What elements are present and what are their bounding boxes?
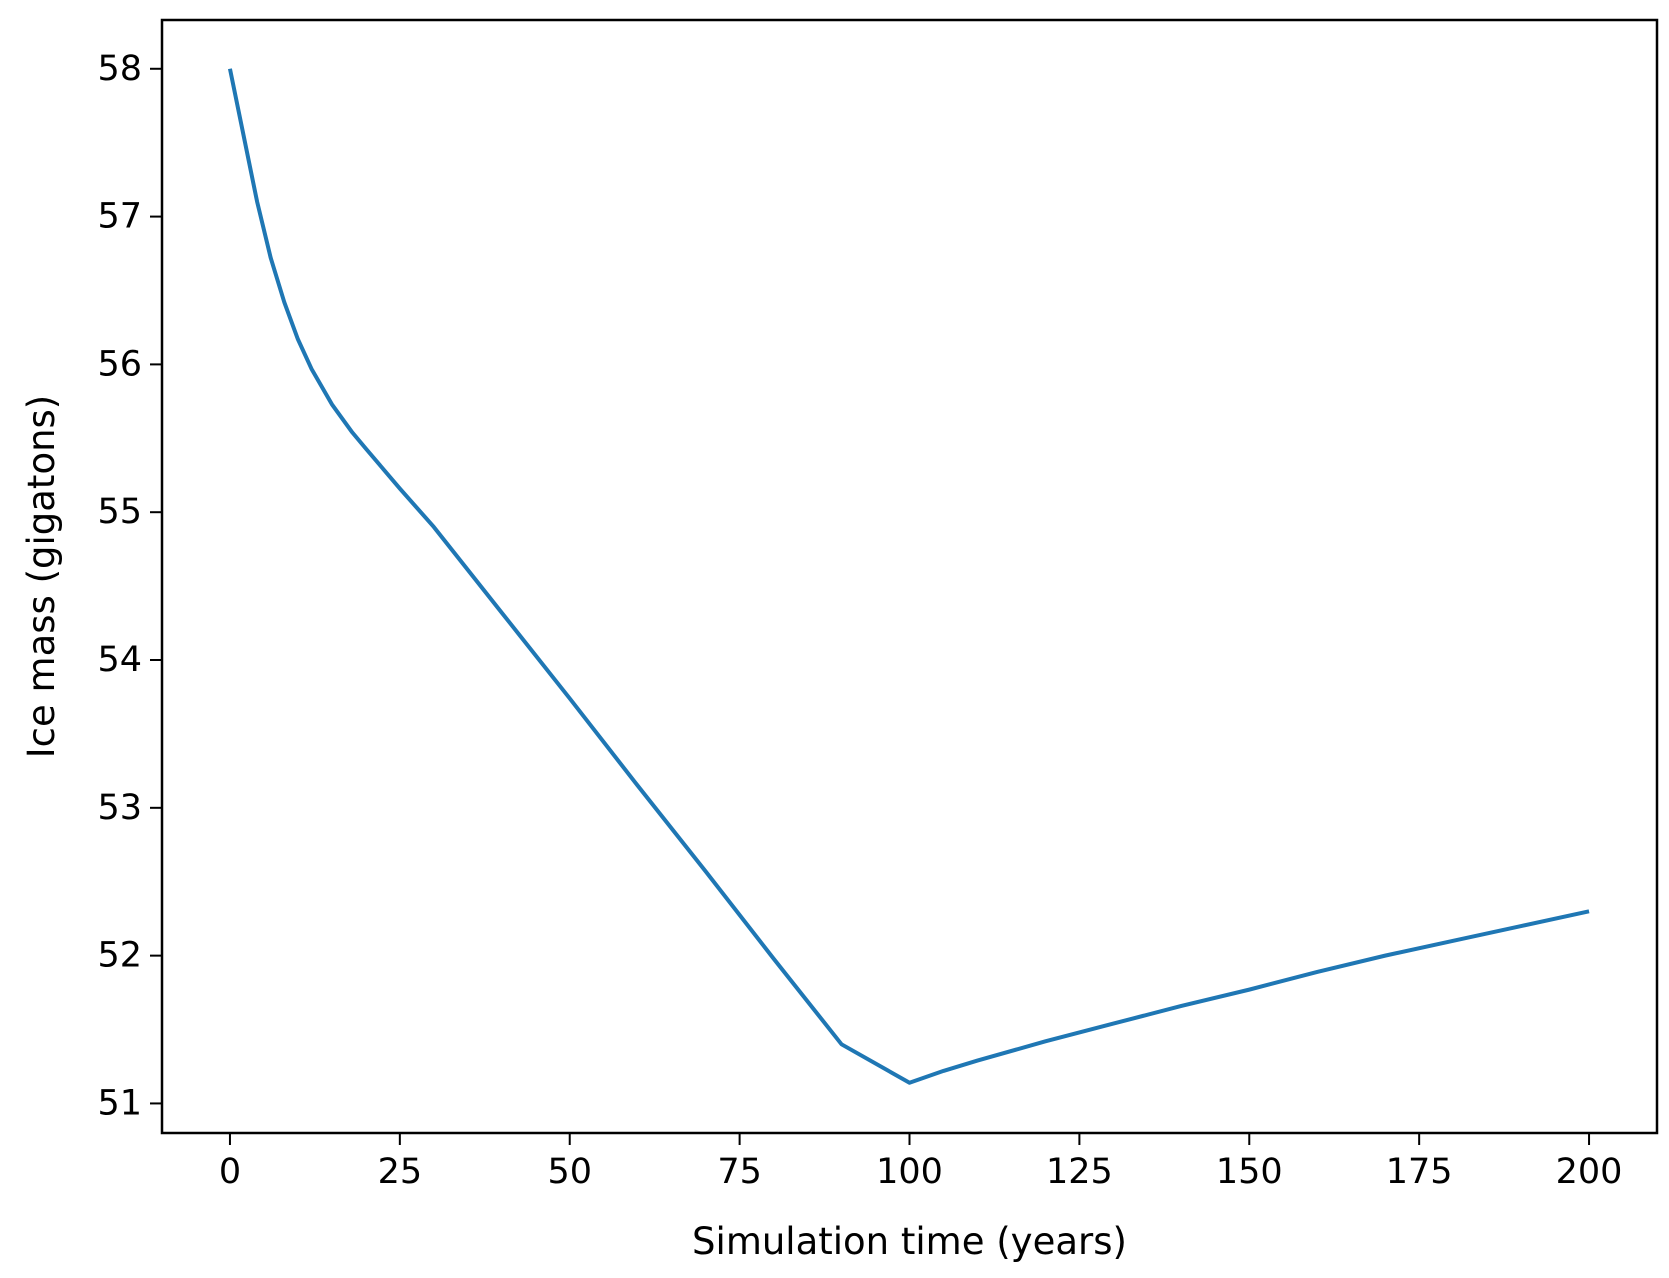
x-tick-label: 25 — [378, 1152, 423, 1192]
y-tick-label: 55 — [97, 492, 142, 532]
y-tick-label: 54 — [97, 640, 142, 680]
x-axis-label: Simulation time (years) — [692, 1220, 1127, 1263]
x-axis-ticks: 0 25 50 75 100 125 150 175 200 — [219, 1133, 1623, 1192]
series-line — [227, 68, 1590, 1085]
x-tick-label: 125 — [1046, 1152, 1113, 1192]
y-tick-label: 51 — [97, 1083, 142, 1123]
y-tick-label: 56 — [97, 344, 142, 384]
x-tick-label: 150 — [1216, 1152, 1283, 1192]
y-tick-label: 53 — [97, 788, 142, 828]
x-tick-label: 175 — [1386, 1152, 1453, 1192]
y-tick-label: 57 — [97, 197, 142, 237]
x-tick-label: 200 — [1556, 1152, 1623, 1192]
x-tick-label: 0 — [219, 1152, 241, 1192]
x-tick-label: 75 — [717, 1152, 762, 1192]
x-tick-label: 100 — [876, 1152, 943, 1192]
plot-area-frame — [160, 18, 1659, 1135]
y-axis-ticks: 51 52 53 54 55 56 57 58 — [97, 49, 162, 1123]
y-axis-label: Ice mass (gigatons) — [20, 395, 63, 758]
y-tick-label: 58 — [97, 49, 142, 89]
x-tick-label: 50 — [547, 1152, 592, 1192]
y-tick-label: 52 — [97, 936, 142, 976]
